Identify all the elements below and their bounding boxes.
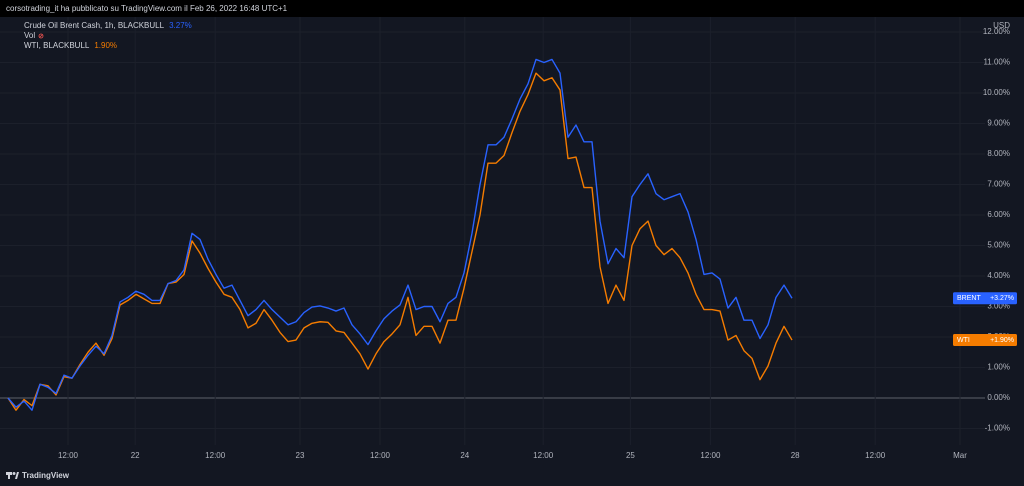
y-tick-label: -1.00% [985, 424, 1010, 433]
currency: USD [993, 21, 1010, 30]
y-tick-label: 6.00% [987, 210, 1010, 219]
legend-value: 1.90% [94, 41, 117, 50]
series-line [7, 58, 793, 411]
vol-icon [38, 33, 44, 39]
y-tick-label: 5.00% [987, 241, 1010, 250]
y-tick-label: 11.00% [983, 58, 1010, 67]
x-tick-label: 28 [791, 451, 800, 460]
grid [0, 17, 985, 445]
last-value-name: WTI [957, 337, 970, 344]
x-tick-label: 12:00 [58, 451, 79, 460]
x-tick-label: 12:00 [533, 451, 554, 460]
y-tick-label: 12.00% [983, 27, 1010, 36]
y-tick-label: 1.00% [987, 363, 1010, 372]
last-value-name: BRENT [957, 295, 981, 302]
x-tick-label: 24 [460, 451, 469, 460]
last-value-box [953, 292, 1017, 305]
x-tick-label: 12:00 [370, 451, 391, 460]
x-tick-label: 22 [131, 451, 140, 460]
legend-name: WTI, BLACKBULL [24, 41, 90, 50]
y-tick-label: 10.00% [983, 88, 1010, 97]
legend-value: 3.27% [169, 21, 192, 30]
header-bar [0, 0, 1024, 17]
footer-text: TradingView [22, 471, 70, 480]
last-value-box [953, 334, 1017, 347]
y-tick-label: 4.00% [987, 271, 1010, 280]
series-line [7, 72, 793, 411]
x-tick-label: 12:00 [865, 451, 886, 460]
y-tick-label: 0.00% [987, 393, 1010, 402]
last-value-label: +3.27% [990, 295, 1014, 302]
last-value-label: +1.90% [990, 337, 1014, 344]
x-tick-label: 23 [296, 451, 305, 460]
logo [6, 472, 19, 479]
legend-vol: Vol [24, 31, 35, 40]
x-tick-label: 12:00 [205, 451, 226, 460]
x-tick-label: 25 [626, 451, 635, 460]
y-tick-label: 3.00% [987, 302, 1010, 311]
y-tick-label: 7.00% [987, 180, 1010, 189]
legend-name: Crude Oil Brent Cash, 1h, BLACKBULL [24, 21, 165, 30]
y-tick-label: 8.00% [987, 149, 1010, 158]
x-tick-label: Mar [953, 451, 967, 460]
lines [7, 58, 793, 411]
header-text: corsotrading_it ha pubblicato su Trading… [6, 4, 288, 13]
x-tick-label: 12:00 [700, 451, 721, 460]
y-tick-label: 9.00% [987, 119, 1010, 128]
